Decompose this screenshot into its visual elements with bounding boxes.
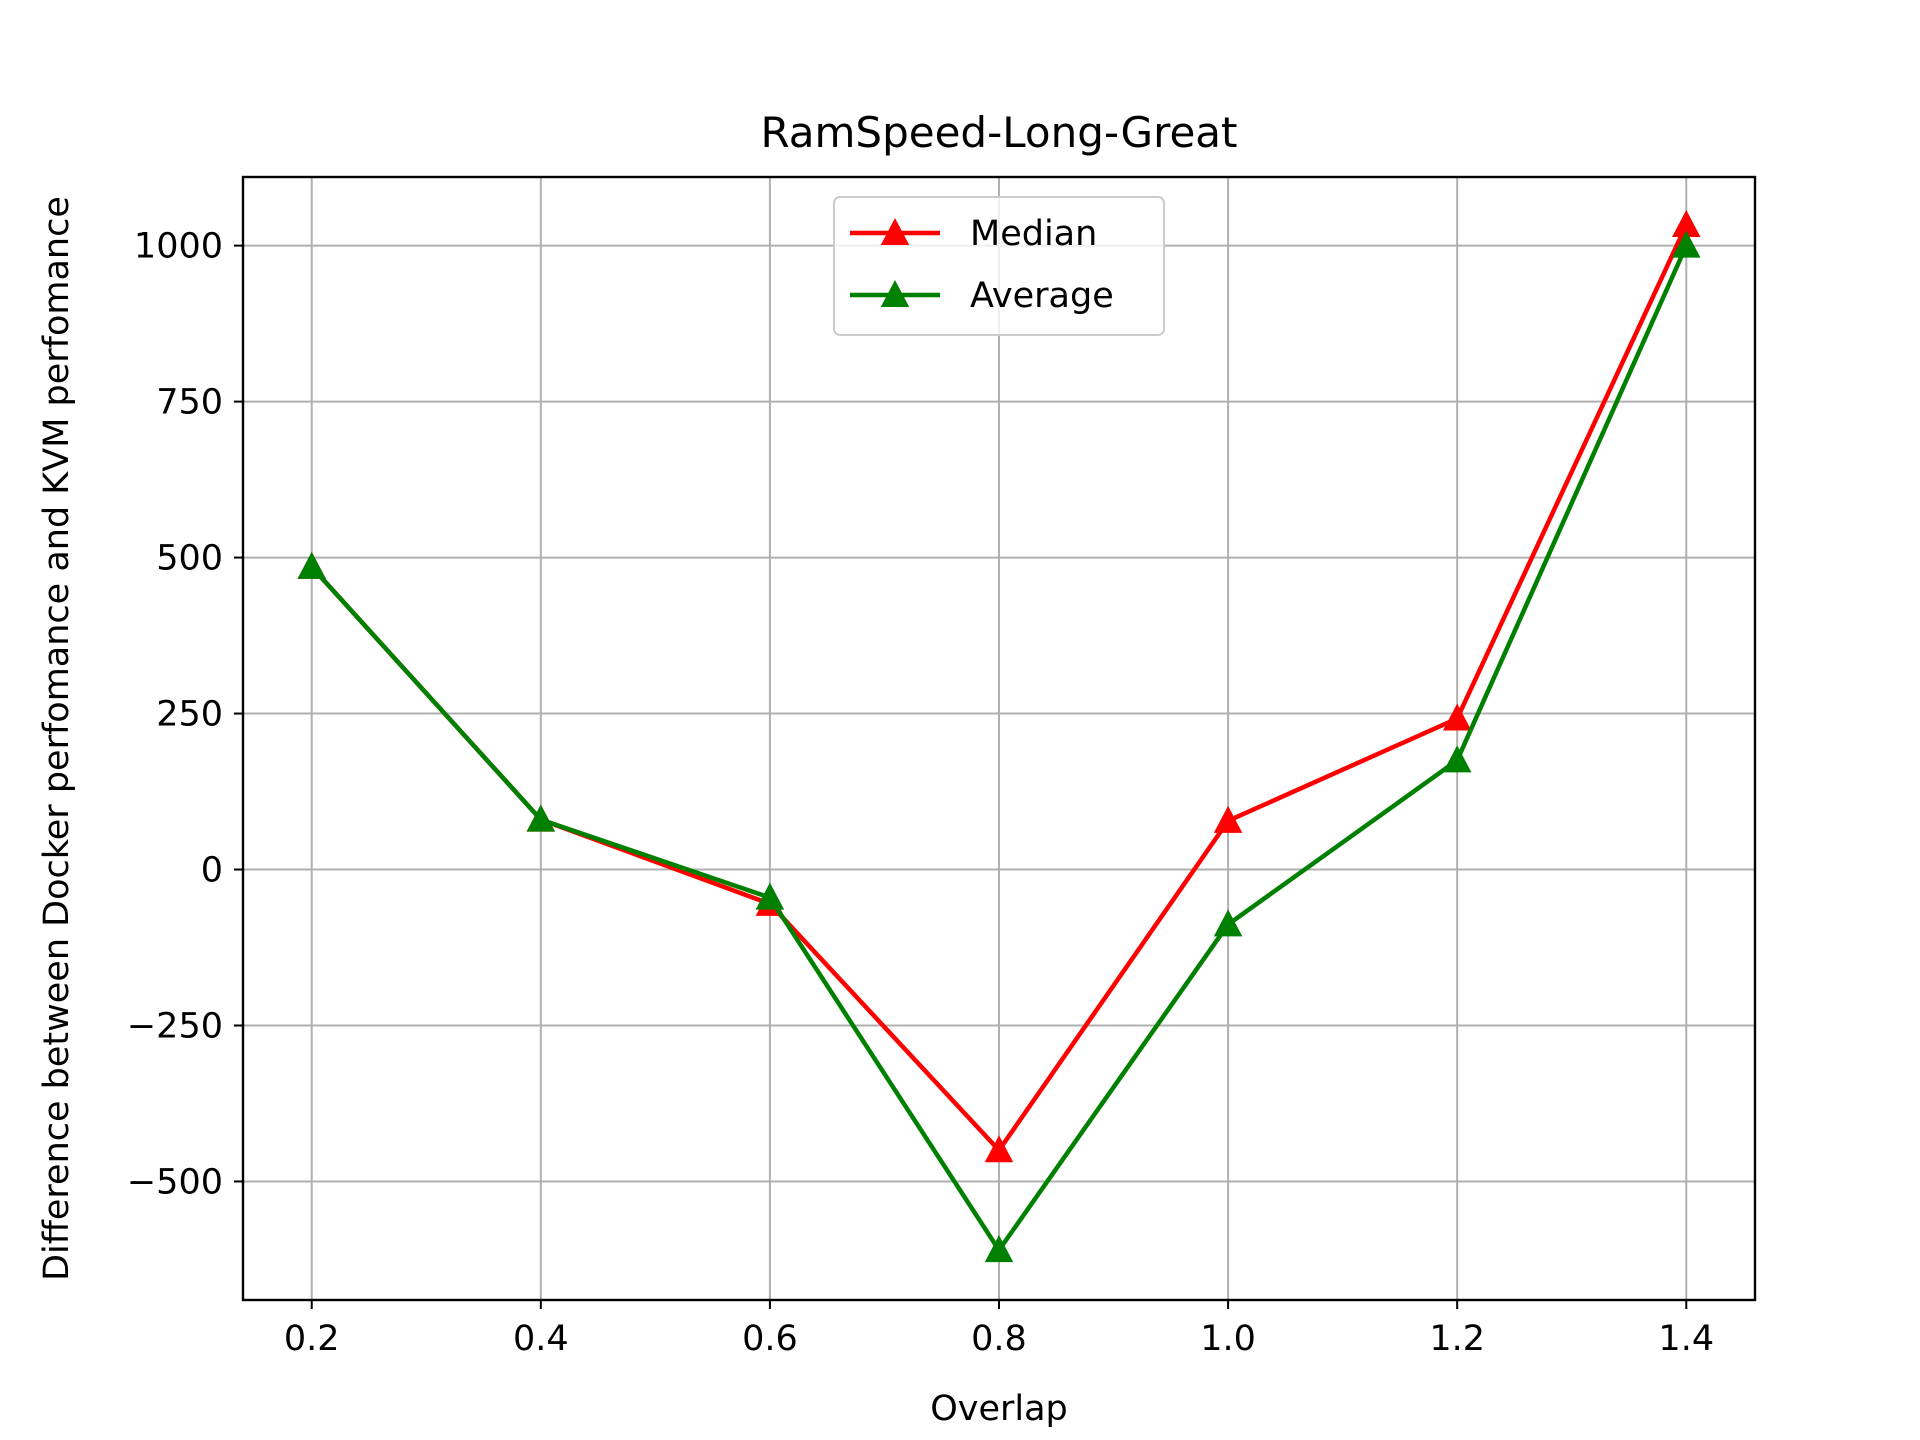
x-tick-label: 1.4 (1658, 1319, 1714, 1359)
x-tick-label: 1.0 (1200, 1319, 1256, 1359)
data-point-average (984, 1235, 1014, 1263)
axis-ticks: 0.2 0.4 0.6 0.8 1.0 1.2 1.4 −500 −250 0 250 500 750 1… (127, 227, 1714, 1359)
data-point-median (984, 1135, 1014, 1163)
y-axis-title: Difference between Docker perfomance and… (37, 196, 77, 1281)
data-point-average (1442, 745, 1472, 773)
data-point-average (526, 804, 556, 832)
data-point-average (297, 551, 326, 579)
x-tick-label: 1.2 (1429, 1319, 1485, 1359)
y-tick-label: 1000 (134, 227, 223, 267)
x-tick-label: 0.6 (742, 1319, 798, 1359)
x-tick-label: 0.2 (284, 1319, 340, 1359)
chart-title: RamSpeed-Long-Great (761, 108, 1238, 157)
data-point-average (755, 882, 785, 910)
data-point-median (1442, 703, 1472, 731)
legend: Median Average (833, 196, 1165, 336)
y-tick-label: 750 (156, 383, 223, 423)
y-tick-label: 500 (156, 539, 223, 579)
y-tick-label: 0 (201, 851, 223, 891)
series-layer (297, 210, 1701, 1263)
x-tick-label: 0.4 (513, 1319, 569, 1359)
data-point-average (1672, 230, 1701, 258)
data-point-average (1213, 909, 1243, 937)
legend-marker-average (880, 280, 910, 307)
data-point-median (1213, 805, 1243, 833)
y-tick-label: 250 (156, 695, 223, 735)
series-average (297, 230, 1701, 1263)
legend-label-median: Median (970, 214, 1097, 254)
x-tick-label: 0.8 (971, 1319, 1027, 1359)
legend-label-average: Average (970, 276, 1114, 316)
legend-marker-median (880, 218, 910, 245)
x-axis-title: Overlap (930, 1389, 1068, 1429)
y-tick-label: −250 (127, 1006, 223, 1046)
data-point-median (1672, 210, 1701, 238)
y-tick-label: −500 (127, 1162, 223, 1202)
